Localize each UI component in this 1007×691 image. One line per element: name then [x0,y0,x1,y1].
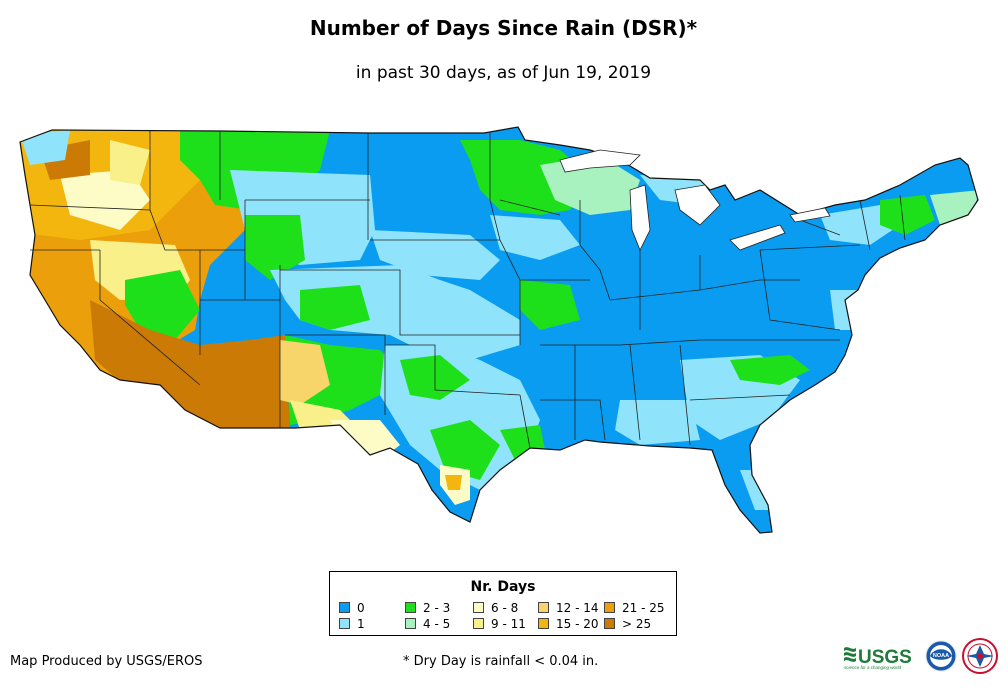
legend-item: 12 - 14 [538,602,599,614]
legend-label: 1 [357,617,365,631]
legend: Nr. Days 0 1 2 - 3 4 - 5 6 - 8 9 - 11 12… [329,571,677,636]
legend-label: > 25 [622,617,652,631]
us-dsr-map [19,126,979,534]
legend-item: > 25 [604,618,651,630]
legend-item: 1 [339,618,365,630]
usgs-logo: USGS science for a changing world [844,647,912,670]
nws-logo [962,638,998,674]
legend-item: 6 - 8 [473,602,518,614]
legend-label: 9 - 11 [491,617,526,631]
legend-swatch [473,602,484,613]
legend-swatch [339,602,350,613]
legend-swatch [405,618,416,629]
legend-label: 12 - 14 [556,601,599,615]
dry-day-footnote: * Dry Day is rainfall < 0.04 in. [403,654,599,669]
legend-item: 9 - 11 [473,618,526,630]
legend-item: 4 - 5 [405,618,450,630]
noaa-logo: NOAA [925,640,957,672]
map-subtitle: in past 30 days, as of Jun 19, 2019 [355,63,652,83]
legend-swatch [604,618,615,629]
legend-label: 21 - 25 [622,601,665,615]
legend-item: 0 [339,602,365,614]
legend-item: 15 - 20 [538,618,599,630]
legend-item: 21 - 25 [604,602,665,614]
legend-swatch [538,602,549,613]
legend-label: 0 [357,601,365,615]
legend-swatch [538,618,549,629]
legend-item: 2 - 3 [405,602,450,614]
legend-label: 4 - 5 [423,617,451,631]
legend-label: 15 - 20 [556,617,599,631]
legend-swatch [604,602,615,613]
usgs-logo-text: USGS [858,647,912,668]
legend-title: Nr. Days [470,579,536,595]
noaa-logo-text: NOAA [933,653,949,659]
legend-swatch [473,618,484,629]
map-credit: Map Produced by USGS/EROS [10,654,203,669]
legend-label: 6 - 8 [491,601,519,615]
usgs-tagline: science for a changing world [844,665,902,670]
map-title: Number of Days Since Rain (DSR)* [309,16,698,40]
legend-label: 2 - 3 [423,601,451,615]
legend-swatch [405,602,416,613]
legend-swatch [339,618,350,629]
